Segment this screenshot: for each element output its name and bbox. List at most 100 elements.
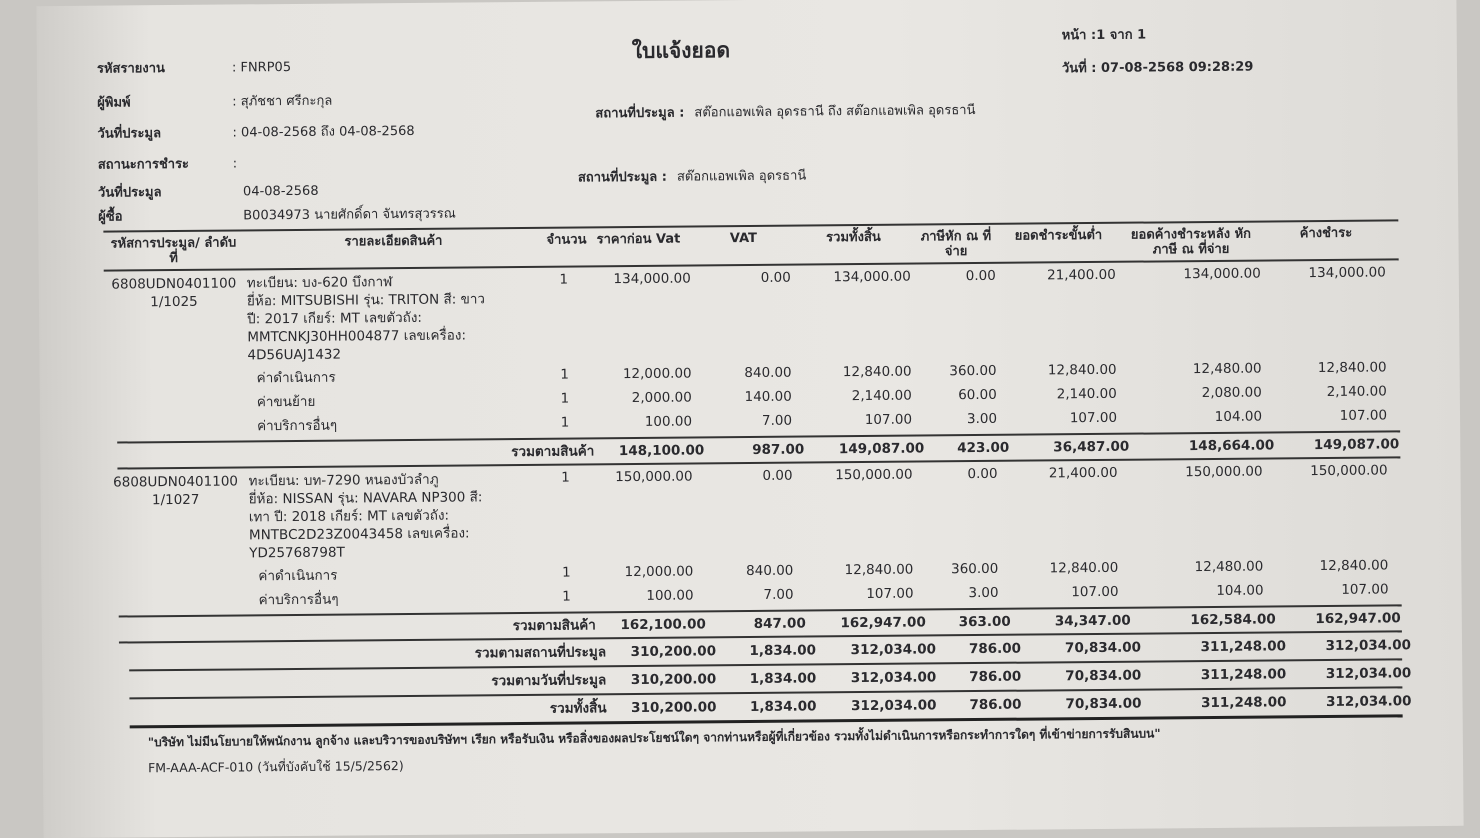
- total-value: 311,248.00: [1200, 666, 1287, 684]
- column-header: ราคาก่อน Vat: [596, 231, 681, 248]
- subtotal-value: 36,487.00: [1053, 438, 1130, 456]
- total-value: 312,034.00: [1325, 665, 1412, 682]
- printer: : สุภัชชา ศรีกะกุล: [232, 93, 333, 110]
- auction-date-range: : 04-08-2568 ถึง 04-08-2568: [232, 123, 415, 141]
- total-value: 70,834.00: [1064, 639, 1142, 657]
- total-label: รวมตามสถานที่ประมูล: [474, 644, 607, 662]
- subtotal-value: 987.00: [752, 441, 805, 458]
- cell-value: 1: [560, 390, 570, 407]
- cell-value: 12,840.00: [844, 561, 914, 579]
- subtotal-value: 148,100.00: [618, 442, 705, 460]
- print-date: วันที่ : 07-08-2568 09:28:29: [1061, 59, 1254, 77]
- cell-value: 150,000.00: [1310, 462, 1388, 480]
- cell-value: 107.00: [866, 585, 914, 602]
- table-row: 6808UDN0401100 1/1027 ทะเบียน: บท-7290 หนอ…: [105, 458, 1401, 563]
- cell-value: 1: [561, 564, 571, 581]
- cell-value: 140.00: [744, 388, 792, 406]
- total-value: 312,034.00: [850, 669, 937, 687]
- buyer-label: ผู้ซื้อ: [98, 209, 123, 225]
- cell-value: 150,000.00: [835, 466, 913, 484]
- column-header: VAT: [729, 230, 758, 247]
- auction-date-field: วันที่ประมูล 04-08-2568: [98, 180, 319, 203]
- auction-code-line: 1/1025: [150, 293, 198, 311]
- report-code-label: รหัสรายงาน: [96, 61, 165, 77]
- item-description: ทะเบียน: บท-7290 หนองบัวลำภู ยี่ห้อ: NISS…: [245, 470, 546, 563]
- column-header: ยอดค้างชำระหลัง หักภาษี ณ ที่จ่าย: [1130, 226, 1252, 258]
- auction-date: 04-08-2568: [242, 183, 319, 200]
- cell-value: 107.00: [1341, 581, 1389, 598]
- cell-value: 12,840.00: [1319, 557, 1389, 575]
- cell-value: 360.00: [951, 560, 999, 578]
- location-range: สต๊อกแอพเพิล อุดรธานี ถึง สต๊อกแอพเพิล อ…: [694, 103, 976, 121]
- cell-value: 12,000.00: [622, 365, 692, 383]
- cell-value: 7.00: [761, 412, 793, 429]
- total-value: 310,200.00: [630, 671, 717, 689]
- total-value: 1,834.00: [749, 698, 817, 716]
- subtotal-value: 162,947.00: [1315, 610, 1401, 628]
- column-header: ภาษีหัก ณ ที่จ่าย: [920, 228, 992, 260]
- cell-value: 1: [561, 469, 570, 486]
- empty-cell: [105, 417, 245, 418]
- subtotal-value: 847.00: [753, 615, 806, 632]
- description-line: 4D56UAJ1432: [247, 346, 342, 364]
- cell-value: 840.00: [746, 562, 794, 580]
- table-row: 6808UDN0401100 1/1025 ทะเบียน: บง-620 บึงก…: [104, 260, 1400, 365]
- cell-value: 7.00: [763, 586, 794, 603]
- total-value: 312,034.00: [1326, 693, 1412, 710]
- fee-name: ค่าบริการอื่นๆ: [258, 591, 339, 609]
- cell-value: 12,480.00: [1192, 360, 1262, 378]
- total-label: รวมตามวันที่ประมูล: [491, 672, 607, 690]
- auction-date-range-field: วันที่ประมูล : 04-08-2568 ถึง 04-08-2568: [97, 120, 414, 144]
- auction-code: 6808UDN0401100 1/1025: [104, 274, 244, 311]
- cell-value: 840.00: [744, 364, 792, 382]
- cell-value: 150,000.00: [1185, 463, 1263, 481]
- statement-document: รหัสรายงาน : FNRP05 ผู้พิมพ์ : สุภัชชา ศ…: [36, 0, 1464, 838]
- cell-value: 12,840.00: [1317, 359, 1387, 377]
- cell-value: 100.00: [644, 413, 693, 430]
- total-value: 310,200.00: [630, 643, 717, 661]
- empty-cell: [106, 567, 246, 568]
- cell-value: 134,000.00: [613, 270, 691, 288]
- cell-value: 0.00: [967, 465, 998, 483]
- total-value: 70,834.00: [1065, 667, 1142, 685]
- cell-value: 104.00: [1216, 582, 1264, 599]
- cell-value: 0.00: [760, 269, 791, 286]
- cell-value: 100.00: [646, 587, 694, 604]
- cell-value: 12,840.00: [842, 363, 912, 381]
- subtotal-value: 149,087.00: [1313, 436, 1400, 454]
- cell-value: 21,400.00: [1046, 266, 1116, 284]
- column-header: ค้างชำระ: [1299, 225, 1353, 242]
- total-value: 1,834.00: [749, 670, 817, 688]
- cell-value: 2,140.00: [1056, 385, 1117, 403]
- total-value: 311,248.00: [1200, 638, 1287, 656]
- cell-value: 1: [562, 588, 571, 605]
- cell-value: 2,080.00: [1201, 384, 1262, 402]
- location-range-label: สถานที่ประมูล :: [595, 105, 685, 122]
- total-value: 786.00: [969, 696, 1022, 714]
- total-value: 1,834.00: [749, 642, 817, 660]
- location-field: สถานที่ประมูล : สต๊อกแอพเพิล อุดรธานี: [578, 165, 807, 188]
- cell-value: 3.00: [968, 584, 999, 602]
- printer-field: ผู้พิมพ์ : สุภัชชา ศรีกะกุล: [97, 90, 332, 113]
- auction-date-label: วันที่ประมูล: [97, 185, 162, 201]
- payment-status: :: [232, 156, 238, 172]
- subtotal-value: 162,947.00: [840, 614, 926, 632]
- cell-value: 150,000.00: [615, 468, 693, 486]
- cell-value: 360.00: [949, 362, 997, 380]
- total-value: 312,034.00: [1325, 637, 1412, 654]
- cell-value: 1: [560, 366, 569, 383]
- location: สต๊อกแอพเพิล อุดรธานี: [676, 168, 807, 185]
- subtotal-value: 162,100.00: [620, 616, 706, 634]
- cell-value: 107.00: [1339, 407, 1388, 424]
- location-label: สถานที่ประมูล :: [577, 169, 668, 186]
- auction-code-line: 6808UDN0401100: [111, 275, 237, 293]
- column-header: จำนวน: [546, 232, 587, 248]
- report-code-field: รหัสรายงาน : FNRP05: [97, 56, 291, 79]
- total-value: 311,248.00: [1201, 694, 1287, 712]
- cell-value: 12,000.00: [624, 563, 694, 581]
- report-code: : FNRP05: [231, 59, 292, 76]
- auction-code: 6808UDN0401100 1/1027: [105, 472, 245, 509]
- statement-table: รหัสการประมูล/ ลำดับที่ รายละเอียดสินค้า จ…: [103, 219, 1412, 729]
- column-header: รายละเอียดสินค้า: [344, 233, 443, 250]
- subtotal-value: 363.00: [958, 613, 1011, 631]
